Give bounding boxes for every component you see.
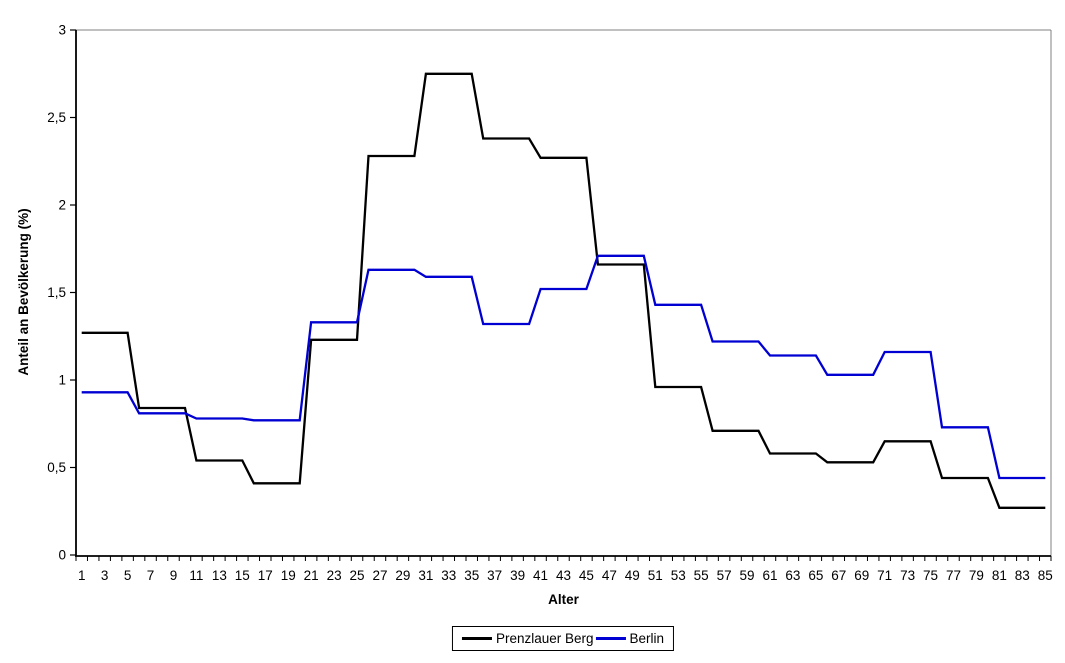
x-tick-label: 29 (395, 568, 410, 583)
y-axis-title: Anteil an Bevölkerung (%) (16, 208, 31, 376)
legend-label: Prenzlauer Berg (495, 631, 594, 646)
series-line-prenzlauer-berg (81, 72, 1046, 509)
x-tick-label: 17 (258, 568, 273, 583)
x-tick-label: 61 (762, 568, 777, 583)
x-tick-label: 85 (1038, 568, 1053, 583)
x-tick-label: 39 (510, 568, 525, 583)
x-tick-label: 59 (740, 568, 755, 583)
x-tick-label: 81 (992, 568, 1007, 583)
y-tick-label: 2,5 (47, 110, 66, 125)
x-tick-label: 31 (418, 568, 433, 583)
axes (75, 30, 1051, 557)
x-tick-label: 63 (785, 568, 800, 583)
x-tick-label: 41 (533, 568, 548, 583)
x-tick-label: 23 (327, 568, 342, 583)
y-tick-label: 3 (58, 23, 66, 38)
x-tick-label: 19 (281, 568, 296, 583)
y-tick-label: 0 (58, 548, 66, 563)
x-tick-label: 33 (441, 568, 456, 583)
x-tick-label: 1 (78, 568, 86, 583)
x-tick-label: 79 (969, 568, 984, 583)
x-tick-label: 21 (304, 568, 319, 583)
y-tick-label: 1 (58, 373, 66, 388)
x-tick-label: 45 (579, 568, 594, 583)
y-tick-label: 1,5 (47, 285, 66, 300)
legend: Prenzlauer Berg Berlin (451, 626, 675, 651)
series-line-berlin (81, 254, 1046, 480)
x-tick-label: 35 (464, 568, 479, 583)
x-tick-label: 43 (556, 568, 571, 583)
x-tick-label: 11 (189, 568, 203, 583)
x-tick-label: 83 (1015, 568, 1030, 583)
x-tick-label: 15 (235, 568, 250, 583)
x-tick-label: 51 (648, 568, 663, 583)
x-tick-label: 71 (877, 568, 892, 583)
y-axis-ticks (70, 29, 76, 556)
x-tick-label: 25 (350, 568, 365, 583)
x-tick-label: 49 (625, 568, 640, 583)
x-tick-label: 3 (101, 568, 109, 583)
prenzlauer-berg-line-swatch (461, 637, 492, 640)
y-tick-label: 2 (58, 198, 66, 213)
legend-item-berlin: Berlin (595, 631, 665, 646)
x-tick-label: 7 (147, 568, 155, 583)
x-tick-label: 13 (212, 568, 227, 583)
x-tick-label: 67 (831, 568, 846, 583)
x-axis-ticks (75, 556, 1052, 561)
x-tick-label: 55 (694, 568, 709, 583)
x-tick-label: 37 (487, 568, 502, 583)
x-tick-label: 27 (372, 568, 387, 583)
x-tick-label: 75 (923, 568, 938, 583)
legend-label: Berlin (629, 631, 665, 646)
berlin-line-swatch (595, 637, 626, 640)
x-tick-label: 9 (170, 568, 178, 583)
x-axis-title: Alter (548, 592, 579, 607)
x-tick-label: 53 (671, 568, 686, 583)
legend-item-prenzlauer-berg: Prenzlauer Berg (461, 631, 594, 646)
x-tick-label: 5 (124, 568, 132, 583)
x-tick-label: 69 (854, 568, 869, 583)
x-tick-label: 57 (717, 568, 732, 583)
x-tick-label: 47 (602, 568, 617, 583)
x-tick-labels: 1 3 5 7 9 11 13 15 17 19 21 23 25 27 29 31 33 35 37 39 41 43 4… (78, 568, 1053, 583)
plot-border (76, 29, 1052, 556)
x-tick-label: 73 (900, 568, 915, 583)
y-tick-labels: 0 0,5 1 1,5 2 2,5 3 (47, 23, 66, 563)
x-tick-label: 77 (946, 568, 961, 583)
x-tick-label: 65 (808, 568, 823, 583)
y-tick-label: 0,5 (47, 460, 66, 475)
